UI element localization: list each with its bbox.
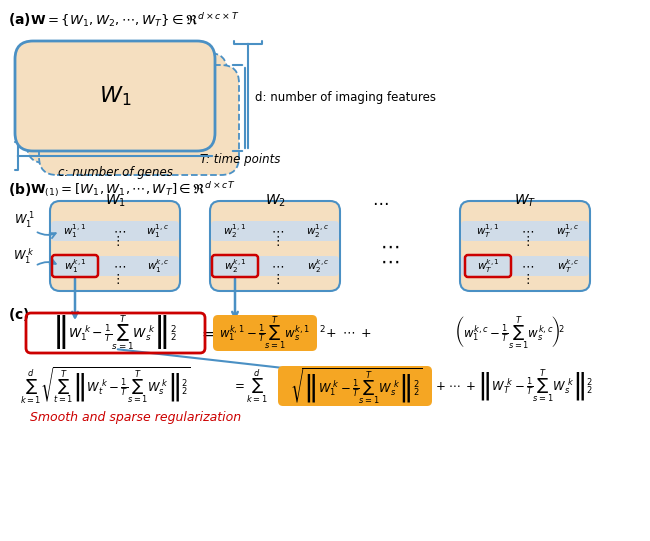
Text: $w_2^{1,c}$: $w_2^{1,c}$: [306, 222, 330, 240]
Text: $\vdots$: $\vdots$: [270, 272, 280, 286]
Text: $\cdots$: $\cdots$: [372, 193, 388, 211]
Text: $\cdots$: $\cdots$: [272, 225, 285, 237]
Text: $\vdots$: $\vdots$: [521, 272, 530, 286]
Text: $\vdots$: $\vdots$: [111, 272, 120, 286]
FancyBboxPatch shape: [15, 41, 215, 151]
Text: $W_T$: $W_T$: [514, 193, 536, 209]
Text: $=$: $=$: [199, 326, 215, 340]
Text: $w_1^{k,1}$: $w_1^{k,1}$: [64, 258, 86, 275]
Text: T: time points: T: time points: [200, 153, 280, 166]
Text: $W_1$: $W_1$: [105, 193, 125, 209]
Text: $w_T^{k,1}$: $w_T^{k,1}$: [476, 258, 499, 275]
Text: $w_T^{1,1}$: $w_T^{1,1}$: [476, 222, 500, 240]
Text: $\cdots$: $\cdots$: [521, 260, 534, 273]
Text: $\sqrt{\left\|W_1^{\;k} - \frac{1}{T}\sum_{s=1}^{T}W_s^{\;k}\right\|_2^2}$: $\sqrt{\left\|W_1^{\;k} - \frac{1}{T}\su…: [290, 366, 422, 406]
Text: $w_T^{k,c}$: $w_T^{k,c}$: [556, 258, 579, 275]
Text: $w_1^{1,1}$: $w_1^{1,1}$: [63, 222, 86, 240]
Text: $\cdots$: $\cdots$: [521, 225, 534, 237]
FancyBboxPatch shape: [51, 221, 179, 241]
Text: $w_2^{k,c}$: $w_2^{k,c}$: [307, 258, 330, 275]
Text: $=\sum_{k=1}^{d}$: $=\sum_{k=1}^{d}$: [232, 367, 268, 405]
Text: $W_1^{\;1}$: $W_1^{\;1}$: [14, 211, 35, 231]
FancyBboxPatch shape: [213, 315, 317, 351]
Text: $W_1$: $W_1$: [99, 84, 131, 108]
Text: $w_1^{1,c}$: $w_1^{1,c}$: [146, 222, 170, 240]
Text: $\cdots$: $\cdots$: [114, 260, 127, 273]
Text: $w_1^{k,c}$: $w_1^{k,c}$: [147, 258, 170, 275]
Text: $\vdots$: $\vdots$: [270, 234, 280, 248]
Text: $\mathbf{W} = \{W_1, W_2, \cdots, W_T\} \in \mathfrak{R}^{d \times c \times T}$: $\mathbf{W} = \{W_1, W_2, \cdots, W_T\} …: [30, 11, 240, 29]
Text: $+ \;\cdots\; + \left\|W_T^{\;k} - \frac{1}{T}\sum_{s=1}^{T}W_s^{\;k}\right\|_2^: $+ \;\cdots\; + \left\|W_T^{\;k} - \frac…: [435, 367, 593, 405]
FancyBboxPatch shape: [50, 201, 180, 291]
FancyBboxPatch shape: [211, 256, 339, 276]
Text: $\mathbf{(b)}$: $\mathbf{(b)}$: [8, 181, 31, 198]
Text: $\mathbf{(c)}$: $\mathbf{(c)}$: [8, 306, 30, 323]
Text: $\left\|W_1^{\;k} - \frac{1}{T}\sum_{s=1}^{T}W_s^{\;k}\right\|_2^2$: $\left\|W_1^{\;k} - \frac{1}{T}\sum_{s=1…: [53, 313, 177, 353]
Text: $w_2^{1,1}$: $w_2^{1,1}$: [224, 222, 246, 240]
Text: $W_2$: $W_2$: [265, 193, 285, 209]
Text: c: number of genes: c: number of genes: [58, 166, 172, 179]
Text: $\!\!{}^2\! +\; \cdots \; +$: $\!\!{}^2\! +\; \cdots \; +$: [320, 325, 372, 341]
Text: $\vdots$: $\vdots$: [111, 234, 120, 248]
FancyBboxPatch shape: [461, 221, 589, 241]
Text: $\vdots$: $\vdots$: [521, 234, 530, 248]
Text: $\cdots$: $\cdots$: [114, 225, 127, 237]
Text: $w_T^{1,c}$: $w_T^{1,c}$: [556, 222, 580, 240]
Text: $\cdots$: $\cdots$: [380, 236, 400, 255]
FancyBboxPatch shape: [461, 256, 589, 276]
Text: $\mathbf{W}_{(1)} = [W_1, W_1, \cdots, W_T] \in \mathfrak{R}^{d \times cT}$: $\mathbf{W}_{(1)} = [W_1, W_1, \cdots, W…: [30, 181, 235, 200]
Text: $W_1^{\;k}$: $W_1^{\;k}$: [13, 246, 35, 266]
Text: Smooth and sparse regularization: Smooth and sparse regularization: [30, 411, 241, 424]
Text: $\left(w_1^{k,c} - \frac{1}{T}\sum_{s=1}^{T}w_s^{k,c}\right)^{\!2}$: $\left(w_1^{k,c} - \frac{1}{T}\sum_{s=1}…: [455, 314, 565, 352]
FancyBboxPatch shape: [211, 221, 339, 241]
Text: d: number of imaging features: d: number of imaging features: [255, 90, 436, 103]
Text: $w_1^{k,1} - \frac{1}{T}\sum_{s=1}^{T}w_s^{k,1}$: $w_1^{k,1} - \frac{1}{T}\sum_{s=1}^{T}w_…: [220, 314, 311, 352]
Text: $\cdots$: $\cdots$: [380, 252, 400, 270]
Text: $w_2^{k,1}$: $w_2^{k,1}$: [224, 258, 246, 275]
Text: $\sum_{k=1}^{d}\sqrt{\sum_{t=1}^{T}\left\|W_t^{\;k} - \frac{1}{T}\sum_{s=1}^{T}W: $\sum_{k=1}^{d}\sqrt{\sum_{t=1}^{T}\left…: [20, 366, 190, 406]
Text: $\cdots$: $\cdots$: [272, 260, 285, 273]
FancyBboxPatch shape: [51, 256, 179, 276]
Text: $\mathbf{(a)}$: $\mathbf{(a)}$: [8, 11, 31, 28]
FancyBboxPatch shape: [460, 201, 590, 291]
FancyBboxPatch shape: [39, 65, 239, 175]
FancyBboxPatch shape: [27, 53, 227, 163]
FancyBboxPatch shape: [278, 366, 432, 406]
FancyBboxPatch shape: [210, 201, 340, 291]
